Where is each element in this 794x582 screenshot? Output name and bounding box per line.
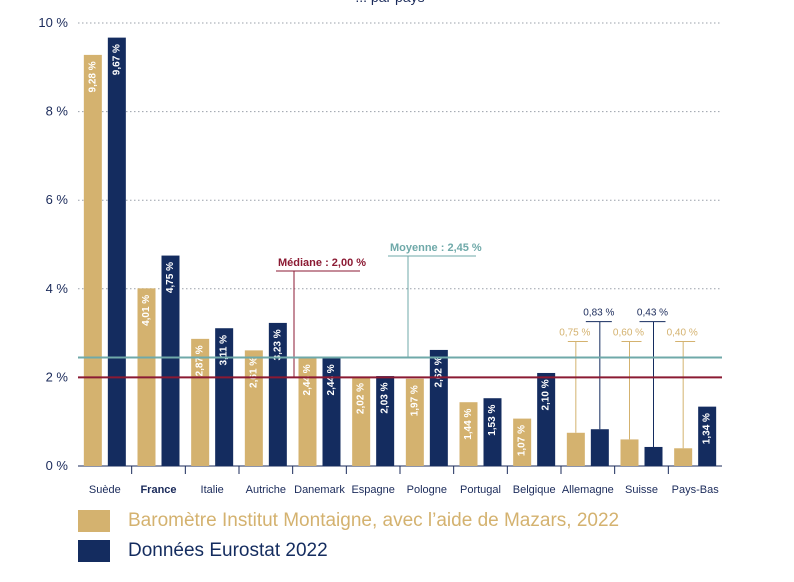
bar-eurostat-pologne	[429, 349, 448, 466]
data-label: 4,01 %	[141, 295, 152, 326]
x-tick-label-france: France	[140, 484, 176, 496]
data-label: 2,02 %	[356, 383, 367, 414]
data-label: 2,87 %	[195, 345, 206, 376]
legend: Baromètre Institut Montaigne, avec l’aid…	[78, 506, 619, 566]
y-tick-label: 8 %	[46, 104, 69, 119]
data-label: 2,61 %	[248, 357, 259, 388]
data-label: 0,60 %	[613, 328, 644, 339]
bar-eurostat-suisse	[644, 446, 663, 466]
legend-label-barometre: Baromètre Institut Montaigne, avec l’aid…	[128, 510, 620, 531]
x-tick-label-pays-bas: Pays-Bas	[672, 484, 720, 496]
x-tick-label-belgique: Belgique	[513, 484, 556, 496]
data-label: 0,43 %	[637, 308, 668, 319]
x-tick-label-suede: Suède	[89, 484, 121, 496]
y-tick-label: 10 %	[38, 15, 68, 30]
data-label: 2,03 %	[380, 382, 391, 413]
data-label: 1,97 %	[409, 385, 420, 416]
data-label: 9,67 %	[111, 44, 122, 75]
bar-eurostat-suede	[107, 37, 126, 467]
data-label: 2,44 %	[302, 364, 313, 395]
bar-eurostat-espagne	[376, 376, 395, 466]
chart: ... par pays 0 % 2 % 4 % 6 % 8 % 10 % Suède Fran…	[38, 0, 722, 496]
legend-label-eurostat: Données Eurostat 2022	[128, 540, 328, 561]
y-tick-label: 6 %	[46, 192, 69, 207]
legend-item-eurostat: Données Eurostat 2022	[78, 536, 619, 566]
bar-barometre-autriche	[244, 350, 263, 466]
x-tick-label-autriche: Autriche	[246, 484, 286, 496]
data-label: 2,10 %	[541, 379, 552, 410]
bar-eurostat-allemagne	[590, 429, 609, 466]
data-label: 1,44 %	[463, 409, 474, 440]
data-label: 4,75 %	[165, 262, 176, 293]
x-tick-label-portugal: Portugal	[460, 484, 501, 496]
bar-barometre-italie	[191, 338, 210, 466]
data-label: 1,34 %	[702, 413, 713, 444]
chart-title: ... par pays	[355, 0, 424, 5]
data-label: 3,23 %	[272, 329, 283, 360]
bar-barometre-danemark	[298, 357, 317, 466]
bar-barometre-portugal	[459, 402, 478, 466]
data-label: 1,53 %	[487, 405, 498, 436]
x-tick-label-danemark: Danemark	[294, 484, 345, 496]
x-tick-label-espagne: Espagne	[351, 484, 394, 496]
data-label: 1,07 %	[517, 425, 528, 456]
bar-eurostat-france	[161, 255, 180, 466]
x-tick-label-suisse: Suisse	[625, 484, 658, 496]
data-label: 9,28 %	[87, 61, 98, 92]
bar-eurostat-autriche	[268, 322, 287, 466]
x-tick-label-italie: Italie	[201, 484, 224, 496]
bar-eurostat-danemark	[322, 357, 341, 466]
legend-item-barometre: Baromètre Institut Montaigne, avec l’aid…	[78, 506, 619, 536]
data-label: 2,62 %	[433, 356, 444, 387]
x-tick-label-pologne: Pologne	[407, 484, 447, 496]
x-tick-label-allemagne: Allemagne	[562, 484, 614, 496]
bar-eurostat-pays-bas	[698, 406, 717, 466]
y-tick-label: 4 %	[46, 281, 69, 296]
y-tick-label: 0 %	[46, 458, 69, 473]
bar-eurostat-belgique	[537, 372, 556, 466]
data-label: 0,83 %	[583, 308, 614, 319]
bar-barometre-suede	[83, 54, 102, 467]
legend-swatch-eurostat	[78, 540, 110, 562]
bar-barometre-pays-bas	[674, 448, 693, 466]
reference-label-mediane: Médiane : 2,00 %	[278, 257, 366, 269]
reference-label-moyenne: Moyenne : 2,45 %	[390, 242, 482, 254]
legend-swatch-barometre	[78, 510, 110, 532]
data-label: 0,40 %	[667, 328, 698, 339]
bar-eurostat-portugal	[483, 398, 502, 466]
bar-barometre-espagne	[352, 376, 371, 466]
data-label: 0,75 %	[559, 328, 590, 339]
y-tick-label: 2 %	[46, 369, 69, 384]
bar-barometre-belgique	[513, 418, 532, 466]
bar-barometre-allemagne	[566, 432, 585, 466]
data-label: 3,11 %	[219, 335, 230, 366]
bar-barometre-pologne	[405, 378, 424, 466]
bar-barometre-suisse	[620, 439, 639, 466]
bar-eurostat-italie	[215, 328, 234, 466]
data-label: 2,44 %	[326, 364, 337, 395]
